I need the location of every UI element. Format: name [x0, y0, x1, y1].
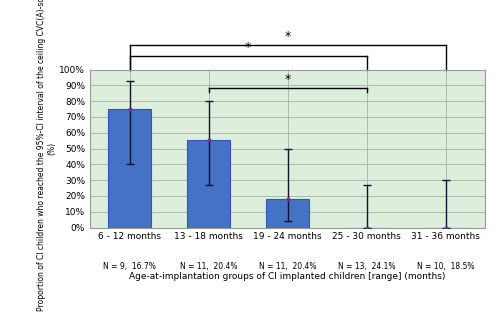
Text: N = 9,  16.7%: N = 9, 16.7%: [103, 262, 156, 271]
Text: *: *: [284, 30, 290, 43]
Bar: [108, 109, 151, 228]
Bar: [266, 199, 309, 228]
Text: N = 10,  18.5%: N = 10, 18.5%: [417, 262, 474, 271]
Text: N = 11,  20.4%: N = 11, 20.4%: [259, 262, 316, 271]
Text: *: *: [284, 73, 290, 86]
Text: *: *: [245, 41, 251, 54]
X-axis label: Age-at-implantation groups of CI implanted children [range] (months): Age-at-implantation groups of CI implant…: [130, 272, 446, 281]
Text: N = 11,  20.4%: N = 11, 20.4%: [180, 262, 238, 271]
Text: N = 13,  24.1%: N = 13, 24.1%: [338, 262, 395, 271]
Bar: [187, 140, 230, 228]
Y-axis label: Proportion of CI children who reached the 95%-CI interval of the ceiling CVC(A)-: Proportion of CI children who reached th…: [37, 0, 56, 312]
